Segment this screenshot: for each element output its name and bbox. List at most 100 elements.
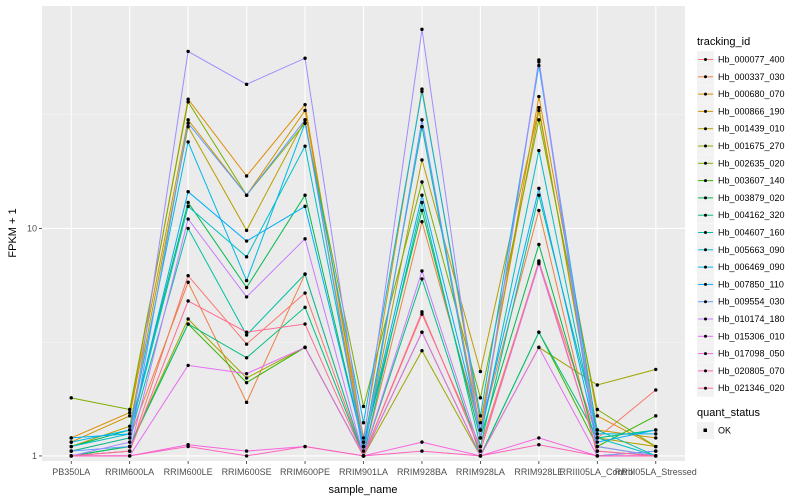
legend-label: Hb_001675_270	[718, 141, 785, 151]
data-point	[69, 396, 73, 400]
legend-label: Hb_010174_180	[718, 314, 785, 324]
data-point	[244, 371, 249, 376]
legend-item: Hb_004162_320	[697, 206, 785, 224]
data-point	[537, 108, 541, 113]
data-point	[537, 193, 541, 197]
data-point	[186, 97, 190, 101]
data-point	[420, 449, 424, 453]
data-point	[69, 444, 73, 449]
data-point	[244, 228, 249, 233]
data-point	[186, 118, 190, 122]
legend-item: Hb_003879_020	[697, 189, 785, 207]
data-point	[69, 440, 73, 444]
data-point	[478, 428, 483, 432]
data-point	[186, 322, 190, 326]
data-point	[361, 440, 366, 444]
data-point	[537, 242, 541, 247]
data-point	[244, 376, 249, 380]
legend-item: Hb_021346_020	[697, 379, 785, 397]
shape-legend-item: OK	[697, 422, 731, 439]
data-point	[244, 454, 249, 458]
legend-key-point	[704, 109, 707, 113]
data-point	[420, 87, 424, 91]
x-tick-label: RRIM928BA	[397, 467, 447, 477]
data-point	[595, 414, 600, 418]
legend-item: Hb_004607_160	[697, 224, 785, 241]
data-point	[303, 237, 307, 241]
data-point	[420, 349, 424, 353]
legend-label: Hb_020805_070	[718, 366, 785, 376]
data-point	[303, 118, 307, 122]
data-point	[244, 82, 249, 87]
data-point	[127, 432, 132, 436]
data-point	[303, 322, 307, 326]
x-axis-title: sample_name	[328, 484, 397, 496]
data-point	[127, 454, 132, 458]
data-point	[186, 444, 190, 449]
x-tick-label: RRIM928LA	[456, 467, 505, 477]
data-point	[537, 330, 541, 334]
data-point	[420, 180, 424, 184]
data-point	[478, 369, 483, 374]
data-point	[244, 278, 249, 283]
data-point	[537, 148, 541, 153]
data-point	[361, 420, 366, 425]
legend-label: Hb_007850_110	[718, 279, 784, 289]
data-point	[420, 89, 424, 94]
data-point	[420, 330, 424, 334]
data-point	[127, 440, 132, 444]
legend-key-point	[704, 282, 707, 286]
x-tick-label: RRIM600SE	[222, 467, 272, 477]
data-point	[537, 63, 541, 68]
data-point	[303, 121, 307, 125]
legend-label: Hb_001439_010	[718, 124, 785, 134]
data-point	[420, 440, 424, 444]
legend-key-point	[704, 179, 707, 183]
legend-key-point	[704, 334, 707, 338]
data-point	[361, 444, 366, 449]
data-point	[420, 193, 424, 197]
data-point	[420, 125, 424, 129]
legend-label: Hb_017098_050	[718, 349, 785, 359]
data-point	[595, 432, 600, 436]
data-point	[127, 436, 132, 440]
data-point	[537, 259, 541, 263]
data-point	[244, 342, 249, 346]
data-point	[595, 383, 600, 387]
data-point	[537, 94, 541, 99]
data-point	[127, 414, 132, 418]
x-tick-label: RRIM600PE	[280, 467, 330, 477]
legend-key-point	[704, 127, 707, 131]
legend-item: Hb_015306_010	[697, 327, 785, 345]
data-point	[244, 330, 249, 334]
data-point	[303, 56, 307, 60]
data-point	[186, 121, 190, 125]
legend-label: Hb_003607_140	[718, 176, 785, 186]
data-point	[537, 208, 541, 213]
data-point	[537, 118, 541, 122]
legend-item: Hb_001675_270	[697, 137, 785, 155]
legend-item: Hb_003607_140	[697, 172, 785, 190]
y-axis-title: FPKM + 1	[7, 208, 19, 257]
data-point	[127, 424, 132, 428]
shape-legend-key-point	[703, 428, 707, 432]
legend-label: Hb_003879_020	[718, 193, 785, 203]
legend-label: Hb_021346_020	[718, 383, 785, 393]
data-point	[127, 444, 132, 449]
data-point	[303, 291, 307, 295]
data-point	[654, 432, 658, 436]
data-point	[127, 410, 132, 415]
legend-item: Hb_002635_020	[697, 154, 785, 172]
legend-key-point	[704, 317, 707, 321]
data-point	[420, 269, 424, 273]
data-point	[186, 363, 190, 368]
data-point	[69, 454, 73, 458]
data-point	[69, 436, 73, 440]
data-point	[244, 174, 249, 178]
data-point	[127, 449, 132, 453]
legend-label: Hb_000077_400	[718, 55, 785, 65]
legend-title: tracking_id	[697, 36, 750, 48]
legend-label: Hb_005663_090	[718, 245, 785, 255]
data-point	[478, 420, 483, 425]
legend-item: Hb_006469_090	[697, 258, 785, 276]
